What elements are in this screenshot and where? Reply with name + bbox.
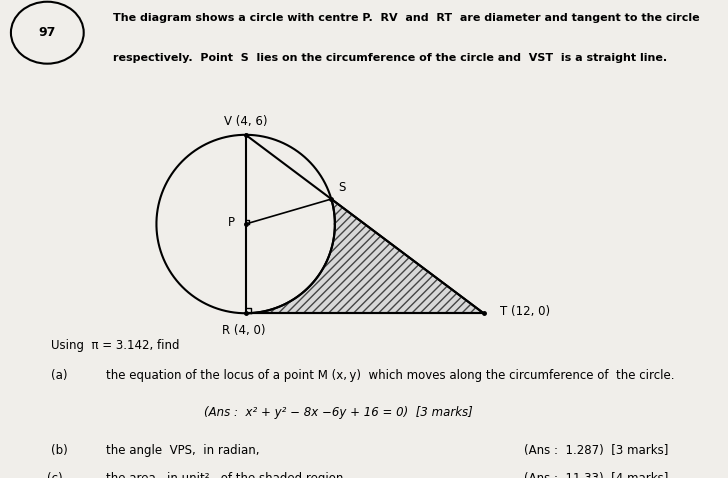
Text: V (4, 6): V (4, 6) xyxy=(224,115,267,128)
Text: the area,  in unit²,  of the shaded region.: the area, in unit², of the shaded region… xyxy=(106,472,347,478)
Text: 97: 97 xyxy=(39,26,56,39)
Text: P: P xyxy=(229,216,235,229)
Text: (a): (a) xyxy=(51,369,68,382)
Polygon shape xyxy=(245,199,483,313)
Text: (Ans :  1.287)  [3 marks]: (Ans : 1.287) [3 marks] xyxy=(524,444,668,456)
Text: (Ans :  x² + y² − 8x −6y + 16 = 0)  [3 marks]: (Ans : x² + y² − 8x −6y + 16 = 0) [3 mar… xyxy=(204,406,472,419)
Text: the equation of the locus of a point M (x, y)  which moves along the circumferen: the equation of the locus of a point M (… xyxy=(106,369,674,382)
Text: T (12, 0): T (12, 0) xyxy=(500,305,550,318)
Text: The diagram shows a circle with centre P.  RV  and  RT  are diameter and tangent: The diagram shows a circle with centre P… xyxy=(113,13,700,23)
Text: respectively.  Point  S  lies on the circumference of the circle and  VST  is a : respectively. Point S lies on the circum… xyxy=(113,54,667,64)
Text: (Ans :  11.33)  [4 marks]: (Ans : 11.33) [4 marks] xyxy=(524,472,668,478)
Text: R (4, 0): R (4, 0) xyxy=(223,324,266,337)
Text: the angle  VPS,  in radian,: the angle VPS, in radian, xyxy=(106,444,259,456)
Text: (c): (c) xyxy=(47,472,63,478)
Text: S: S xyxy=(338,181,345,194)
Text: (b): (b) xyxy=(51,444,68,456)
Text: Using  π = 3.142, find: Using π = 3.142, find xyxy=(51,339,180,352)
